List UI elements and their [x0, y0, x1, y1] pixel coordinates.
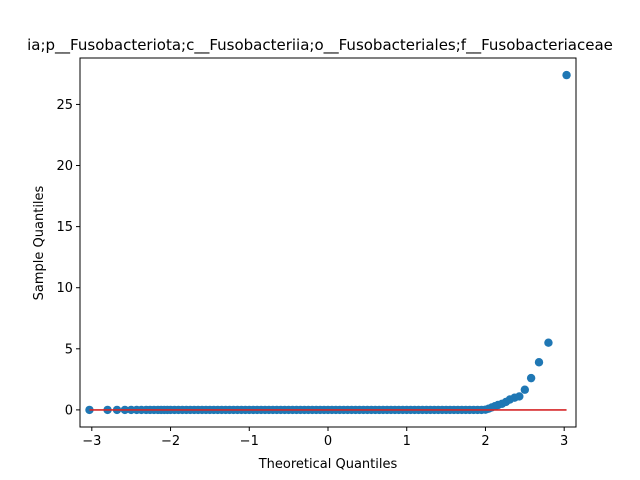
y-tick-label: 25 [56, 98, 73, 113]
data-point [544, 338, 553, 347]
y-tick-label: 15 [56, 220, 73, 235]
chart-title: ia;p__Fusobacteriota;c__Fusobacteriia;o_… [27, 36, 613, 55]
data-point [562, 70, 571, 80]
y-tick-label: 0 [65, 403, 73, 418]
x-tick-label: −2 [161, 434, 180, 449]
y-tick-label: 10 [56, 281, 73, 296]
data-point [534, 358, 544, 367]
y-axis-label: Sample Quantiles [32, 185, 47, 300]
x-tick-label: −3 [82, 434, 101, 449]
x-tick-label: 0 [324, 434, 332, 449]
x-tick-label: 3 [560, 434, 568, 449]
x-axis-label: Theoretical Quantiles [258, 457, 398, 472]
y-tick-label: 20 [56, 159, 73, 174]
x-tick-label: 1 [403, 434, 411, 449]
data-point [520, 385, 530, 394]
x-tick-label: −1 [240, 434, 259, 449]
x-tick-label: 2 [481, 434, 489, 449]
ticks-layer: −3 −2 −1 0 1 2 3 0 5 10 15 20 25 [56, 98, 568, 449]
data-point [515, 392, 524, 401]
y-tick-label: 5 [65, 342, 73, 357]
plot-frame [79, 57, 577, 428]
data-point [526, 373, 536, 383]
